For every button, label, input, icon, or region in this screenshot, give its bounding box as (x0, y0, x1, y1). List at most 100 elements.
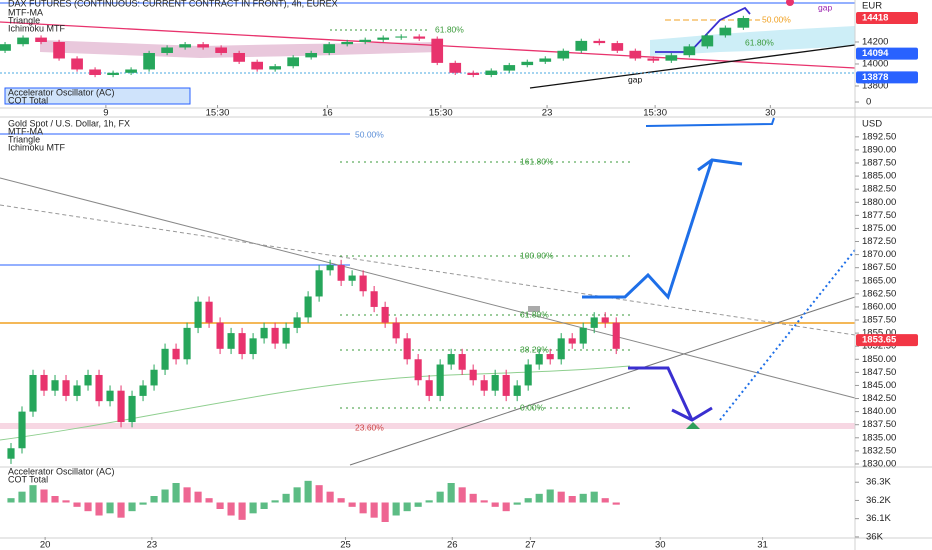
candle-body (304, 296, 312, 318)
indicator: MTF-MA (8, 7, 43, 17)
candle-body (197, 44, 209, 48)
y-tick-label: 1870.00 (862, 249, 896, 260)
candle-body (593, 40, 606, 44)
candle-body (106, 390, 114, 402)
candle-body (233, 52, 245, 62)
indicator: Ichimoku MTF (8, 23, 66, 33)
fib-label: 50.00% (762, 14, 791, 24)
candle-body (29, 374, 37, 412)
candle-body (227, 333, 235, 349)
oscillator-bar (227, 502, 235, 516)
oscillator-bar (480, 500, 488, 503)
oscillator-name: COT Total (8, 95, 48, 105)
oscillator-bar (370, 502, 378, 518)
annotation: gap (628, 74, 642, 84)
y-tick-label: 1835.00 (862, 432, 896, 443)
indicator: Triangle (8, 134, 40, 144)
projection (645, 117, 775, 127)
candle-body (315, 270, 323, 297)
oscillator-bar (271, 500, 279, 503)
y-tick-label: 1885.00 (862, 171, 896, 182)
candle-body (557, 338, 565, 360)
candle-body (117, 390, 125, 423)
candle-body (665, 55, 678, 61)
oscillator-bar (557, 491, 565, 503)
trend-line (529, 44, 856, 89)
oscillator-bar (293, 487, 301, 503)
candle-body (647, 58, 660, 61)
y2-tick-label: 36K (866, 531, 884, 542)
candle-body (502, 374, 510, 396)
oscillator-bar (326, 491, 334, 503)
candle-body (125, 69, 137, 73)
oscillator-bar (95, 502, 103, 516)
oscillator-bar (73, 502, 81, 507)
y-tick-label: 1867.50 (862, 262, 896, 273)
oscillator-bar (62, 500, 70, 503)
candle-body (84, 374, 92, 386)
candle-body (40, 374, 48, 391)
candle-body (575, 40, 588, 51)
y-tick-label: 1862.50 (862, 288, 896, 299)
trend-line (0, 204, 856, 336)
candle-body (348, 275, 356, 281)
y-tick-label: 14200 (862, 37, 888, 48)
candle-body (513, 385, 521, 396)
candle-body (341, 41, 354, 45)
candle-body (326, 265, 334, 271)
candle-body (629, 50, 642, 59)
candle-body (381, 306, 389, 323)
price-label: 14094 (862, 48, 889, 59)
candle-body (150, 369, 158, 386)
price-label: 13878 (862, 72, 888, 83)
annotation: gap (818, 2, 832, 12)
oscillator-bar (436, 491, 444, 503)
candle-body (107, 72, 119, 75)
oscillator-bar (29, 485, 37, 503)
title: DAX FUTURES (CONTINUOUS: CURRENT CONTRAC… (8, 0, 338, 8)
oscillator-bar (282, 493, 290, 503)
projection (655, 6, 751, 53)
candle-body (71, 58, 83, 70)
candle-body (414, 359, 422, 381)
candle-body (215, 47, 227, 53)
title: Gold Spot / U.S. Dollar, 1h, FX (8, 118, 130, 128)
x-tick-label: 26 (447, 540, 458, 550)
projection (719, 249, 856, 421)
y-tick-label: 1887.50 (862, 158, 896, 169)
fib-label: 61.80% (520, 309, 549, 319)
oscillator-bar (568, 496, 576, 503)
x-tick-label: 27 (525, 540, 536, 550)
y-tick-label: 1872.50 (862, 236, 896, 247)
y-tick-label: 0 (866, 97, 871, 108)
candle-body (370, 291, 378, 307)
oscillator-bar (249, 502, 257, 514)
y-tick-label: 1890.00 (862, 144, 896, 155)
oscillator-bar (304, 480, 312, 503)
candle-body (601, 317, 609, 323)
marker (686, 422, 700, 429)
candle-body (579, 327, 587, 344)
indicator: Triangle (8, 15, 40, 25)
candle-body (612, 322, 620, 349)
candle-body (238, 333, 246, 355)
oscillator-bar (359, 502, 367, 514)
oscillator-bar (524, 498, 532, 503)
oscillator-bar (216, 502, 224, 509)
candle-body (521, 61, 534, 66)
currency: USD (862, 119, 882, 130)
price-label-box (856, 12, 918, 25)
candle-body (139, 385, 147, 396)
fib-label: 23.60% (355, 422, 384, 432)
candle-body (546, 354, 554, 360)
oscillator-bar (337, 498, 345, 503)
fib-label: 50.00% (355, 129, 384, 139)
y-tick-label: 1860.00 (862, 301, 896, 312)
candle-body (95, 374, 103, 402)
candle-body (683, 46, 696, 56)
candle-body (447, 354, 455, 365)
candle-body (337, 265, 345, 281)
oscillator-bar (469, 493, 477, 503)
y-tick-label: 1837.50 (862, 419, 896, 430)
oscillator-bar (238, 502, 246, 520)
